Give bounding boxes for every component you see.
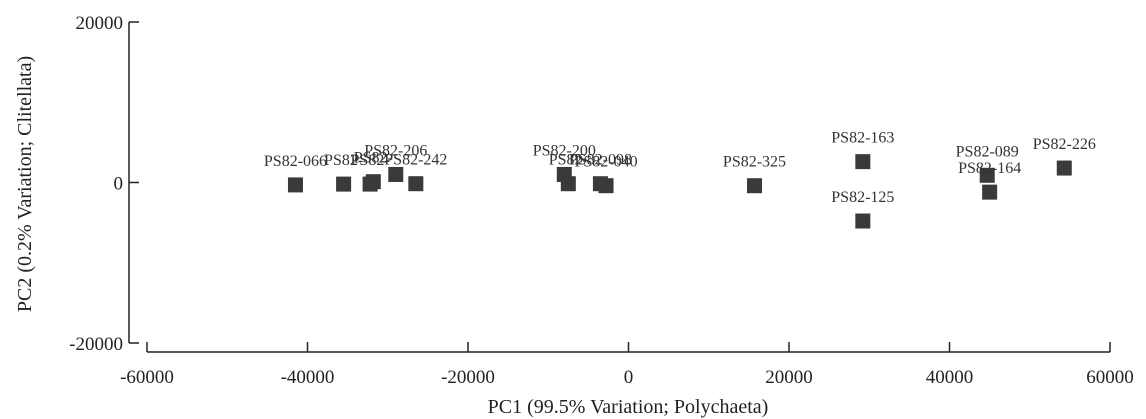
point-label: PS82-098 <box>569 152 632 169</box>
data-point <box>336 176 352 192</box>
point-label: PS82-164 <box>958 160 1021 177</box>
data-point <box>855 213 871 229</box>
data-point <box>979 167 995 183</box>
data-point <box>388 166 404 182</box>
point-label: PS82-125 <box>831 189 894 206</box>
x-tick-label: -20000 <box>441 367 495 388</box>
point-label: PS82- <box>549 152 588 169</box>
data-point <box>408 176 424 192</box>
point-label: PS82-242 <box>384 152 447 169</box>
point-label: PS82- <box>351 152 390 169</box>
data-point <box>1056 160 1072 176</box>
y-tick-label: -20000 <box>69 334 123 355</box>
x-tick-label: -60000 <box>120 367 174 388</box>
point-label: PS82-066 <box>264 153 327 170</box>
point-label: PS82-040 <box>574 154 637 171</box>
data-point <box>560 176 576 192</box>
point-label: PS82-163 <box>831 130 894 147</box>
x-tick-label: 0 <box>624 367 634 388</box>
x-tick-label: -40000 <box>281 367 335 388</box>
data-point <box>746 178 762 194</box>
data-point <box>365 174 381 190</box>
point-label: PS82-089 <box>956 143 1019 160</box>
data-point <box>598 178 614 194</box>
y-tick-label: 20000 <box>76 13 124 34</box>
x-tick-label: 20000 <box>765 367 813 388</box>
data-point <box>287 177 303 193</box>
x-tick-label: 40000 <box>926 367 974 388</box>
point-label: PS82-200 <box>533 142 596 159</box>
point-label: PS82- <box>354 150 393 167</box>
data-point <box>855 154 871 170</box>
point-labels-layer: PS82-066PS82-PS82-PS82-PS82-206PS82-242P… <box>264 130 1096 206</box>
point-label: PS82- <box>324 152 363 169</box>
point-label: PS82-325 <box>723 154 786 171</box>
x-axis-label: PC1 (99.5% Variation; Polychaeta) <box>488 396 769 418</box>
point-label: PS82-226 <box>1033 136 1096 153</box>
x-tick-label: 60000 <box>1086 367 1134 388</box>
y-axis-label: PC2 (0.2% Variation; Clitellata) <box>14 56 36 312</box>
point-label: PS82-206 <box>364 142 427 159</box>
axes: -60000 -40000 -20000 0 20000 40000 60000 -20000… <box>69 13 1134 388</box>
y-tick-label: 0 <box>114 174 124 195</box>
points-layer <box>287 154 1072 229</box>
data-point <box>982 184 998 200</box>
